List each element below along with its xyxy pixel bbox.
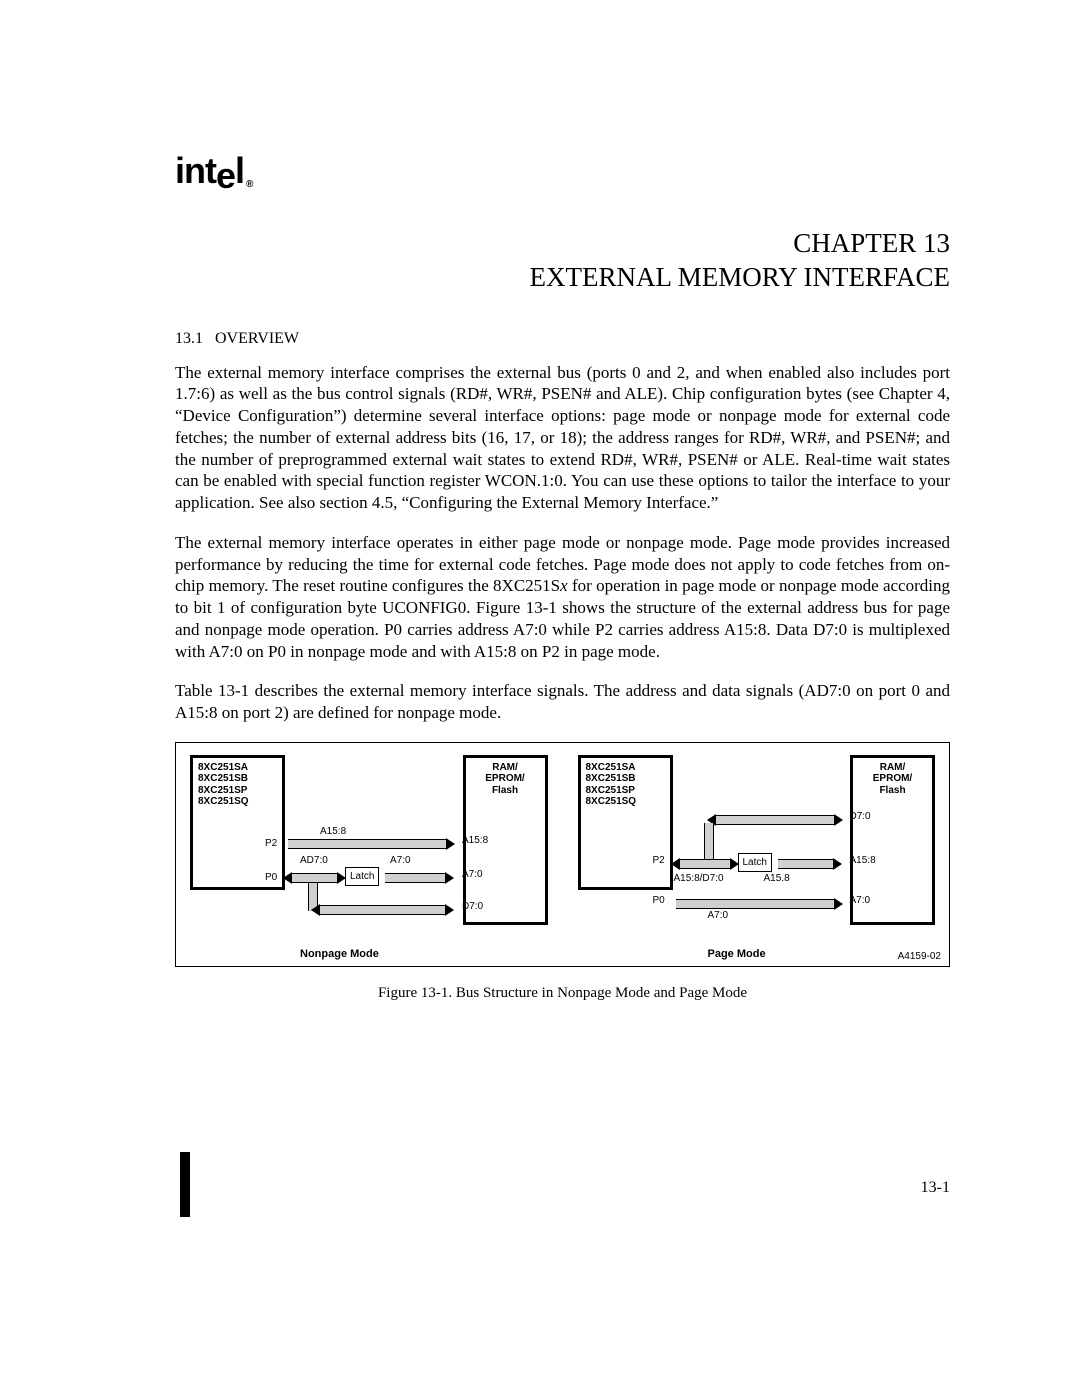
mem-line: Flash bbox=[471, 785, 540, 797]
section-title: OVERVIEW bbox=[215, 330, 299, 347]
logo-part-a: int bbox=[175, 150, 216, 191]
latch-page: Latch bbox=[738, 853, 772, 872]
mem-line: Flash bbox=[858, 785, 927, 797]
paragraph-2x: x bbox=[560, 576, 568, 595]
label-a70-right-page: A7:0 bbox=[850, 895, 871, 906]
signal-p2-page: P2 bbox=[653, 855, 665, 866]
mode-label-page: Page Mode bbox=[708, 948, 766, 960]
bus-p2-page bbox=[680, 859, 730, 869]
mem-line: RAM/ bbox=[858, 762, 927, 774]
figure-caption: Figure 13-1. Bus Structure in Nonpage Mo… bbox=[175, 985, 950, 1002]
label-d70: D7:0 bbox=[462, 901, 483, 912]
bus-a158-page bbox=[778, 859, 833, 869]
nonpage-mode-diagram: 8XC251SA 8XC251SB 8XC251SP 8XC251SQ RAM/… bbox=[190, 755, 548, 960]
label-a70-bot: A7:0 bbox=[708, 910, 729, 921]
mode-label-nonpage: Nonpage Mode bbox=[300, 948, 379, 960]
section-heading: 13.1 OVERVIEW bbox=[175, 330, 950, 348]
chapter-line2: EXTERNAL MEMORY INTERFACE bbox=[175, 261, 950, 295]
bus-d70-page bbox=[716, 815, 834, 825]
bus-ad70 bbox=[292, 873, 337, 883]
label-d70-top: D7:0 bbox=[850, 811, 871, 822]
chip-line: 8XC251SB bbox=[586, 773, 665, 785]
label-a70-right: A7:0 bbox=[462, 869, 483, 880]
page-number: 13-1 bbox=[921, 1179, 950, 1197]
paragraph-2: The external memory interface operates i… bbox=[175, 532, 950, 663]
label-ad70: AD7:0 bbox=[300, 855, 328, 866]
logo-part-b: e bbox=[216, 155, 235, 196]
mem-line: EPROM/ bbox=[471, 773, 540, 785]
signal-p2: P2 bbox=[265, 838, 277, 849]
mem-line: EPROM/ bbox=[858, 773, 927, 785]
chapter-title: CHAPTER 13 EXTERNAL MEMORY INTERFACE bbox=[175, 227, 950, 295]
chapter-line1: CHAPTER 13 bbox=[175, 227, 950, 261]
label-a158-mid: A15.8 bbox=[764, 873, 790, 884]
logo-reg: ® bbox=[246, 179, 252, 190]
label-a158d70: A15:8/D7:0 bbox=[674, 873, 724, 884]
bus-a70-page bbox=[676, 899, 834, 909]
bus-d70-h bbox=[320, 905, 445, 915]
paragraph-1: The external memory interface comprises … bbox=[175, 362, 950, 514]
mem-line: RAM/ bbox=[471, 762, 540, 774]
figure-code: A4159-02 bbox=[898, 951, 941, 962]
chip-line: 8XC251SA bbox=[198, 762, 277, 774]
mcu-chip-nonpage: 8XC251SA 8XC251SB 8XC251SP 8XC251SQ bbox=[190, 755, 285, 890]
label-a70-mid: A7:0 bbox=[390, 855, 411, 866]
bus-a15-8 bbox=[288, 839, 446, 849]
label-a15-8-top: A15:8 bbox=[320, 826, 346, 837]
chip-line: 8XC251SP bbox=[586, 785, 665, 797]
signal-p0: P0 bbox=[265, 872, 277, 883]
bus-a70 bbox=[385, 873, 445, 883]
chip-line: 8XC251SB bbox=[198, 773, 277, 785]
binder-mark bbox=[180, 1152, 190, 1217]
paragraph-3: Table 13-1 describes the external memory… bbox=[175, 680, 950, 724]
section-number: 13.1 bbox=[175, 330, 203, 347]
chip-line: 8XC251SP bbox=[198, 785, 277, 797]
mcu-chip-page: 8XC251SA 8XC251SB 8XC251SP 8XC251SQ bbox=[578, 755, 673, 890]
chip-line: 8XC251SQ bbox=[198, 796, 277, 808]
latch-nonpage: Latch bbox=[345, 867, 379, 886]
signal-p0-page: P0 bbox=[653, 895, 665, 906]
label-a15-8-right: A15:8 bbox=[462, 835, 488, 846]
figure-13-1: 8XC251SA 8XC251SB 8XC251SP 8XC251SQ RAM/… bbox=[175, 742, 950, 967]
logo-part-c: l bbox=[235, 150, 244, 191]
chip-line: 8XC251SA bbox=[586, 762, 665, 774]
intel-logo: intel® bbox=[175, 150, 950, 192]
label-a158-right: A15:8 bbox=[850, 855, 876, 866]
chip-line: 8XC251SQ bbox=[586, 796, 665, 808]
page-mode-diagram: 8XC251SA 8XC251SB 8XC251SP 8XC251SQ RAM/… bbox=[578, 755, 936, 960]
